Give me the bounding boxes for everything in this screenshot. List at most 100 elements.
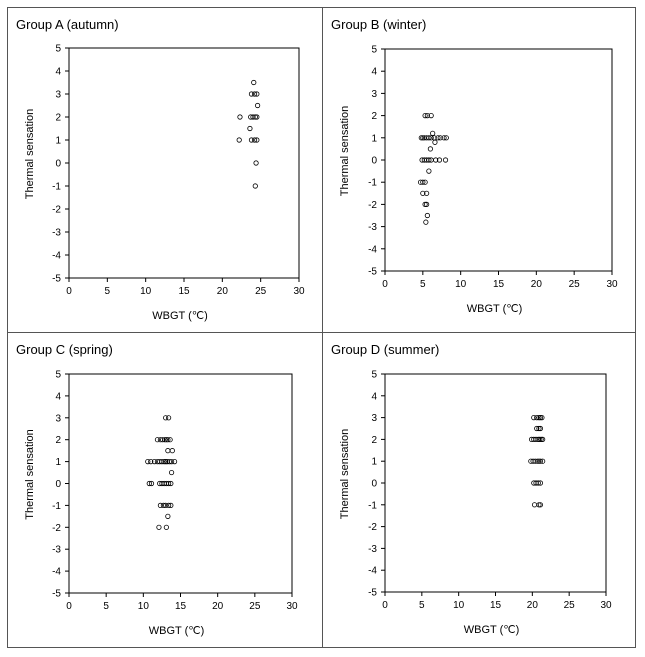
data-point bbox=[251, 91, 258, 97]
data-point bbox=[148, 459, 154, 465]
data-point bbox=[535, 480, 541, 486]
y-tick-label: -2 bbox=[368, 522, 377, 533]
data-point bbox=[428, 113, 434, 119]
x-tick-label: 30 bbox=[286, 601, 298, 612]
data-point bbox=[536, 415, 542, 421]
data-point bbox=[536, 502, 542, 508]
data-point bbox=[424, 212, 430, 219]
figure-frame bbox=[7, 7, 636, 648]
data-point bbox=[420, 135, 426, 141]
y-tick-label: 1 bbox=[55, 136, 61, 147]
data-point bbox=[433, 157, 439, 163]
data-point bbox=[162, 437, 168, 443]
data-point bbox=[436, 157, 443, 163]
data-point bbox=[253, 160, 259, 166]
data-point bbox=[252, 114, 258, 120]
data-point bbox=[537, 436, 543, 443]
data-point bbox=[236, 137, 242, 143]
data-point bbox=[422, 113, 428, 119]
data-point bbox=[540, 458, 546, 464]
y-tick-label: -2 bbox=[368, 200, 377, 211]
y-tick-label: -2 bbox=[52, 205, 61, 216]
x-tick-label: 20 bbox=[217, 286, 229, 297]
x-tick-label: 0 bbox=[382, 600, 388, 611]
y-tick-label: -3 bbox=[368, 544, 377, 555]
y-tick-label: 2 bbox=[371, 111, 377, 122]
data-point bbox=[165, 437, 171, 443]
y-tick-label: -1 bbox=[52, 182, 61, 193]
x-tick-label: 30 bbox=[293, 286, 305, 297]
data-point bbox=[422, 179, 428, 185]
data-point bbox=[424, 113, 430, 119]
x-axis-label: WBGT (℃) bbox=[152, 310, 208, 322]
data-point bbox=[532, 458, 538, 464]
y-tick-label: -4 bbox=[52, 567, 61, 578]
panel-title: Group C (spring) bbox=[16, 342, 113, 357]
data-point bbox=[168, 502, 174, 508]
data-point bbox=[420, 179, 426, 185]
data-point bbox=[533, 436, 539, 443]
y-tick-label: -3 bbox=[368, 222, 377, 233]
data-point bbox=[166, 459, 172, 465]
y-tick-label: -2 bbox=[52, 523, 61, 534]
data-point bbox=[168, 480, 174, 487]
data-point bbox=[430, 130, 436, 136]
x-tick-label: 5 bbox=[103, 601, 109, 612]
data-point bbox=[168, 469, 175, 476]
y-tick-label: -4 bbox=[368, 566, 377, 577]
y-tick-label: -5 bbox=[368, 588, 377, 599]
data-point bbox=[424, 201, 430, 207]
x-tick-label: 10 bbox=[455, 279, 467, 290]
y-tick-label: 3 bbox=[371, 89, 377, 100]
data-point bbox=[151, 459, 158, 465]
data-point bbox=[437, 135, 443, 141]
x-tick-label: 0 bbox=[382, 279, 388, 290]
data-point bbox=[146, 480, 152, 487]
data-point bbox=[426, 157, 432, 163]
data-point bbox=[248, 137, 255, 143]
data-point bbox=[435, 135, 441, 141]
data-point bbox=[163, 502, 169, 508]
y-tick-label: -3 bbox=[52, 545, 61, 556]
data-point bbox=[441, 135, 447, 141]
data-point bbox=[432, 139, 438, 145]
data-point bbox=[145, 459, 151, 465]
x-axis-label: WBGT (℃) bbox=[149, 625, 205, 637]
data-point bbox=[251, 137, 258, 143]
data-point bbox=[167, 437, 173, 443]
panel-title: Group A (autumn) bbox=[16, 17, 119, 32]
data-point bbox=[254, 114, 260, 120]
x-tick-label: 10 bbox=[138, 601, 150, 612]
panel-group-d: Group D (summer) 0 5 10 15 20 25 30 5 4 3 2 1 0 -1 -2-… bbox=[323, 333, 637, 657]
data-point bbox=[531, 415, 537, 421]
data-point bbox=[424, 190, 430, 196]
data-point bbox=[165, 513, 171, 519]
data-point bbox=[168, 459, 175, 465]
data-point bbox=[420, 190, 426, 196]
panel-title: Group B (winter) bbox=[331, 17, 427, 32]
data-point bbox=[418, 135, 424, 141]
x-tick-label: 15 bbox=[493, 279, 505, 290]
data-point bbox=[537, 425, 544, 432]
x-tick-label: 15 bbox=[175, 601, 187, 612]
y-tick-label: -4 bbox=[368, 244, 377, 255]
y-tick-label: -3 bbox=[52, 228, 61, 239]
data-point bbox=[166, 415, 172, 421]
data-point bbox=[537, 415, 544, 421]
y-axis-label: Thermal sensation bbox=[24, 429, 36, 520]
x-tick-label: 30 bbox=[606, 279, 618, 290]
y-tick-label: 2 bbox=[371, 435, 377, 446]
y-tick-label: 5 bbox=[371, 45, 377, 56]
y-tick-label: -4 bbox=[52, 251, 61, 262]
data-point bbox=[536, 425, 542, 432]
y-tick-label: -5 bbox=[368, 267, 377, 278]
y-tick-label: 1 bbox=[55, 457, 61, 468]
data-point bbox=[539, 415, 545, 421]
x-tick-label: 20 bbox=[212, 601, 224, 612]
data-point bbox=[422, 201, 428, 207]
data-point bbox=[165, 448, 171, 454]
data-point bbox=[169, 448, 175, 454]
